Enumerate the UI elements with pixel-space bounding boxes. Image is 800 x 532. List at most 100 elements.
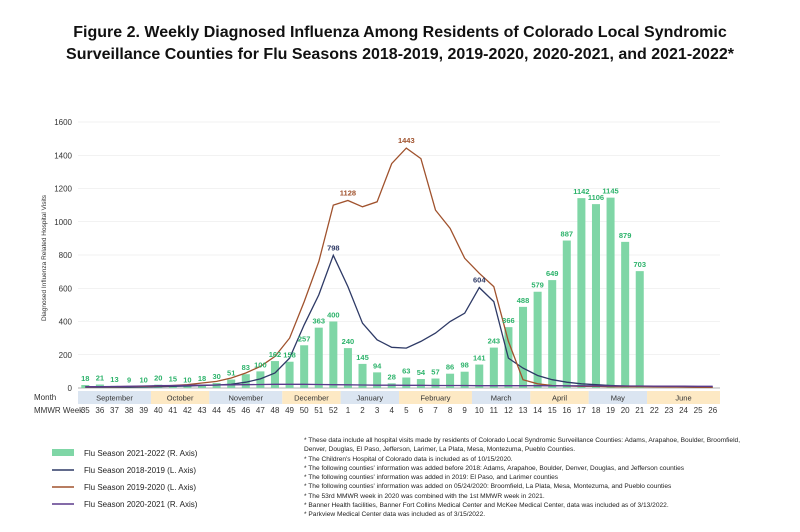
bar [635, 271, 644, 388]
week-tick-label: 3 [375, 406, 380, 415]
bar [300, 345, 309, 388]
week-tick-label: 13 [519, 406, 528, 415]
y-tick-label: 600 [59, 284, 73, 293]
bar [519, 306, 528, 388]
bar-data-label: 28 [388, 372, 396, 381]
month-row-label: Month [34, 393, 56, 402]
bar-data-label: 879 [619, 231, 632, 240]
bar [489, 347, 498, 388]
y-axis-ticks: 0 200 400 600 800 1000 1200 1400 1600 [54, 118, 72, 393]
y-axis-label: Diagnosed Influenza Related Hospital Vis… [41, 194, 48, 321]
y-tick-label: 0 [68, 384, 73, 393]
bar-data-label: 13 [110, 375, 118, 384]
month-label: October [167, 394, 194, 403]
month-row: September October November December January F… [78, 391, 720, 404]
week-tick-label: 22 [650, 406, 659, 415]
bar-data-label: 10 [183, 375, 191, 384]
week-tick-label: 48 [271, 406, 280, 415]
bar-data-label: 400 [327, 311, 340, 320]
bar-data-label: 30 [212, 372, 220, 381]
month-band [588, 391, 648, 404]
bar [548, 280, 557, 388]
month-label: September [96, 394, 133, 403]
footnote-line: * The following counties' information wa… [304, 464, 685, 472]
bar-data-label: 141 [473, 354, 486, 363]
week-tick-label: 37 [110, 406, 119, 415]
bar [591, 204, 600, 388]
week-tick-label: 5 [404, 406, 409, 415]
bar-data-label: 257 [298, 334, 311, 343]
bar [416, 379, 425, 388]
bar [343, 348, 352, 388]
series-line-1 [85, 147, 713, 388]
week-tick-label: 44 [212, 406, 221, 415]
bar-data-label: 83 [242, 363, 250, 372]
footnote-line: * The 53rd MMWR week in 2020 was combine… [304, 492, 545, 500]
footnote-line: * These data include all hospital visits… [304, 437, 741, 444]
series-line-2 [85, 383, 713, 388]
bar [533, 291, 542, 388]
y-tick-label: 1000 [54, 218, 72, 227]
bar-data-label: 86 [446, 363, 454, 372]
bar-data-label: 703 [633, 260, 646, 269]
month-label: June [675, 394, 691, 403]
legend-label: Flu Season 2021-2022 (R. Axis) [84, 449, 198, 458]
legend-label: Flu Season 2018-2019 (L. Axis) [84, 466, 196, 475]
week-tick-label: 8 [448, 406, 453, 415]
week-tick-label: 47 [256, 406, 265, 415]
week-tick-label: 2 [360, 406, 365, 415]
legend-label: Flu Season 2019-2020 (L. Axis) [84, 483, 196, 492]
week-tick-label: 11 [490, 406, 499, 415]
bar-data-label: 18 [198, 374, 206, 383]
bar-data-label: 366 [502, 316, 515, 325]
month-band [282, 391, 341, 404]
week-tick-label: 1 [346, 406, 351, 415]
bar [198, 385, 207, 388]
week-tick-label: 45 [227, 406, 236, 415]
chart-title: Figure 2. Weekly Diagnosed Influenza Amo… [66, 24, 734, 63]
line-data-label: 1128 [340, 188, 356, 197]
season-lines [85, 147, 713, 388]
week-tick-label: 23 [664, 406, 673, 415]
week-tick-label: 43 [198, 406, 207, 415]
month-band [78, 391, 151, 404]
month-band [399, 391, 472, 404]
bar [446, 373, 455, 388]
month-band [471, 391, 531, 404]
week-tick-label: 18 [592, 406, 601, 415]
bar-data-label: 1106 [588, 193, 604, 202]
y-tick-label: 400 [59, 318, 73, 327]
bar [577, 198, 586, 388]
week-tick-label: 14 [533, 406, 542, 415]
legend-swatch-bar [52, 449, 74, 456]
legend-label: Flu Season 2020-2021 (R. Axis) [84, 500, 198, 509]
week-tick-label: 12 [504, 406, 513, 415]
y-tick-label: 200 [59, 351, 73, 360]
week-tick-label: 20 [621, 406, 630, 415]
bar [402, 377, 411, 388]
bar [270, 361, 279, 388]
footnote-line: Denver, Douglas, El Paso, Jefferson, Lar… [304, 446, 576, 454]
bar [358, 363, 367, 388]
legend: Flu Season 2021-2022 (R. Axis) Flu Season… [52, 449, 198, 509]
footnote-line: * The following counties' information wa… [304, 483, 672, 491]
week-tick-label: 40 [154, 406, 163, 415]
line-data-labels: 798 604 1128 1443 [327, 136, 486, 284]
bar [256, 371, 265, 388]
bar-data-label: 94 [373, 361, 382, 370]
week-tick-label: 46 [241, 406, 250, 415]
week-tick-label: 17 [577, 406, 586, 415]
month-band [530, 391, 589, 404]
bar-data-label: 100 [254, 360, 267, 369]
month-label: January [356, 394, 383, 403]
bar [329, 321, 338, 388]
week-tick-label: 7 [433, 406, 438, 415]
week-tick-label: 25 [694, 406, 703, 415]
footnotes: * These data include all hospital visits… [304, 436, 794, 520]
bar-data-label: 158 [283, 351, 296, 360]
bar-data-label: 20 [154, 374, 162, 383]
bar-data-label: 649 [546, 269, 559, 278]
bar-data-label: 9 [127, 376, 131, 385]
bar [241, 374, 250, 388]
month-band [150, 391, 210, 404]
